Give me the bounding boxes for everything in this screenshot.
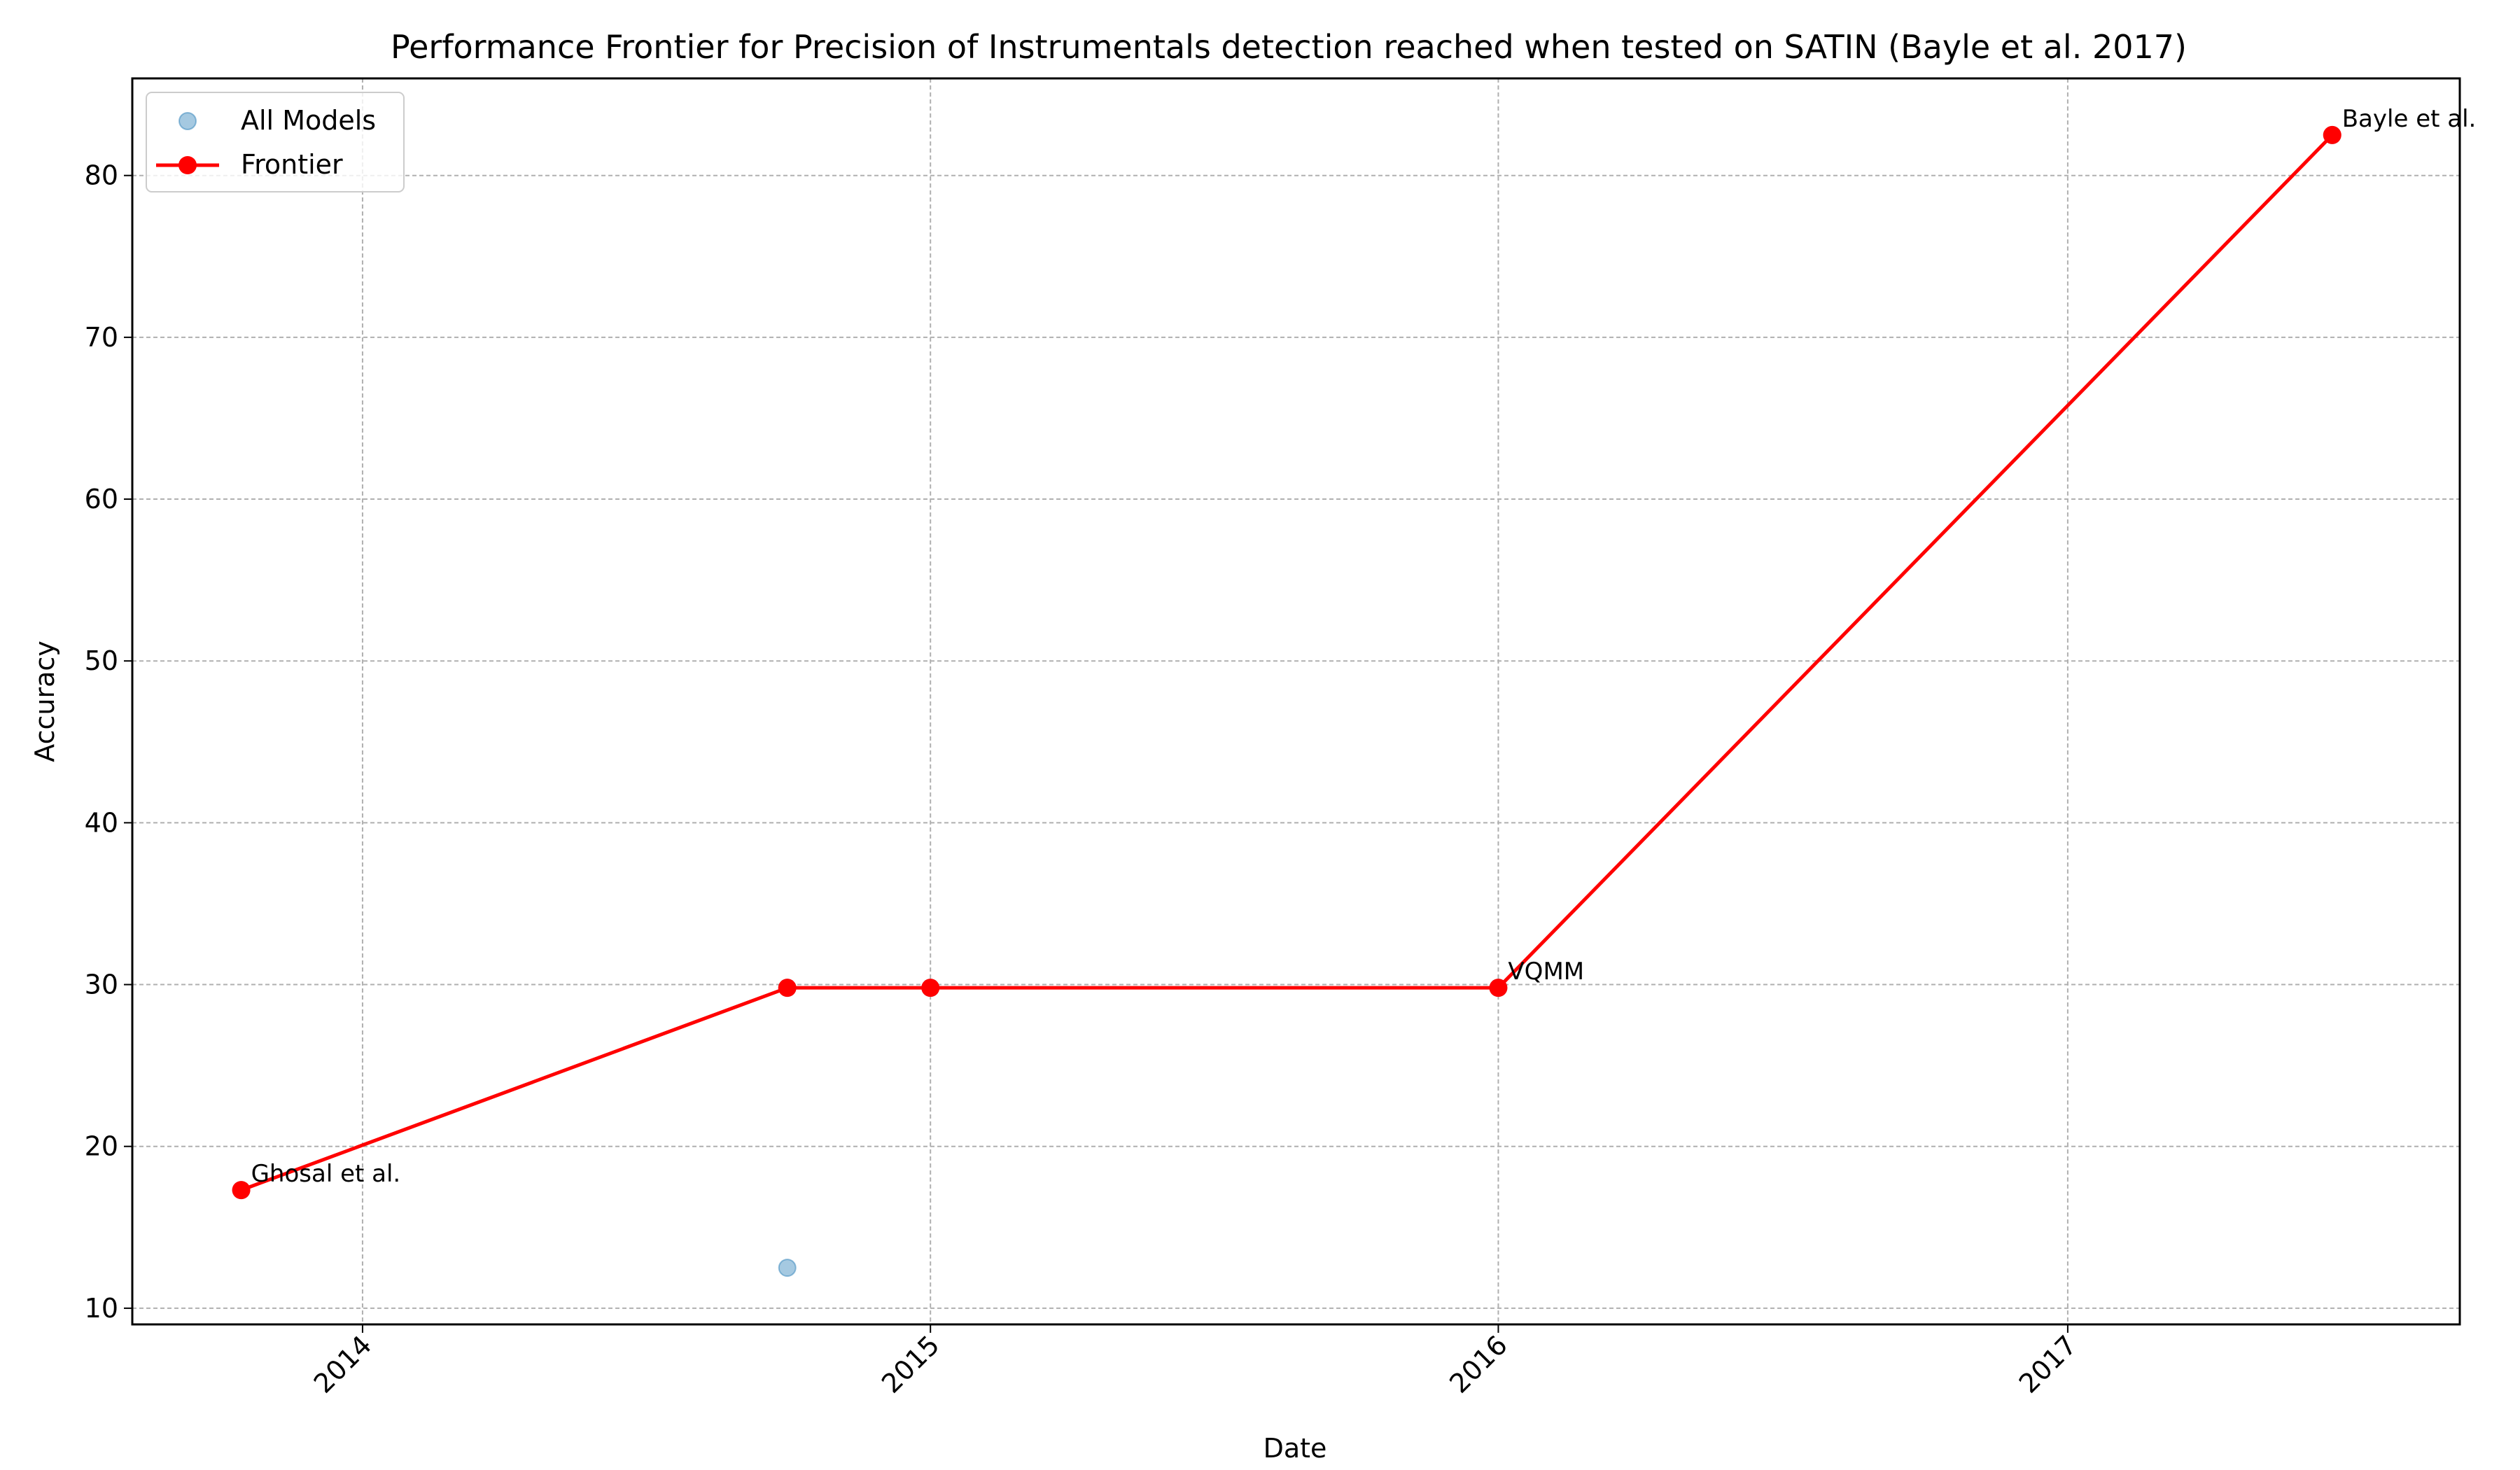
y-tick-label: 60 xyxy=(85,484,118,514)
legend-marker-all-models xyxy=(178,112,197,130)
point-annotation: VQMM xyxy=(1508,958,1584,986)
frontier-point xyxy=(232,1181,251,1200)
point-annotation: Ghosal et al. xyxy=(251,1160,401,1188)
all-models-point xyxy=(778,1259,797,1278)
frontier-point xyxy=(1489,979,1508,997)
plot-frame xyxy=(131,77,2461,1326)
x-axis-label: Date xyxy=(1264,1433,1327,1464)
frontier-point xyxy=(2323,125,2342,144)
y-tick-label: 40 xyxy=(85,807,118,838)
y-tick-label: 80 xyxy=(85,160,118,191)
y-tick-label: 30 xyxy=(85,969,118,1000)
legend-label-all-models: All Models xyxy=(241,105,376,136)
frontier-point xyxy=(921,979,940,997)
y-axis-label: Accuracy xyxy=(29,640,60,762)
frontier-point xyxy=(778,979,797,997)
grid-layer xyxy=(132,78,2460,1324)
y-tick-label: 70 xyxy=(85,322,118,353)
point-annotation: Bayle et al. xyxy=(2342,105,2477,133)
legend-label-frontier: Frontier xyxy=(241,149,343,180)
y-tick-label: 20 xyxy=(85,1131,118,1162)
legend: All Models Frontier xyxy=(146,92,405,192)
y-tick-label: 50 xyxy=(85,645,118,676)
legend-marker-frontier xyxy=(178,156,197,174)
chart-title: Performance Frontier for Precision of In… xyxy=(391,28,2187,66)
y-tick-label: 10 xyxy=(85,1293,118,1324)
data-layer: Ghosal et al. VQMM Bayle et al. xyxy=(232,105,2477,1278)
